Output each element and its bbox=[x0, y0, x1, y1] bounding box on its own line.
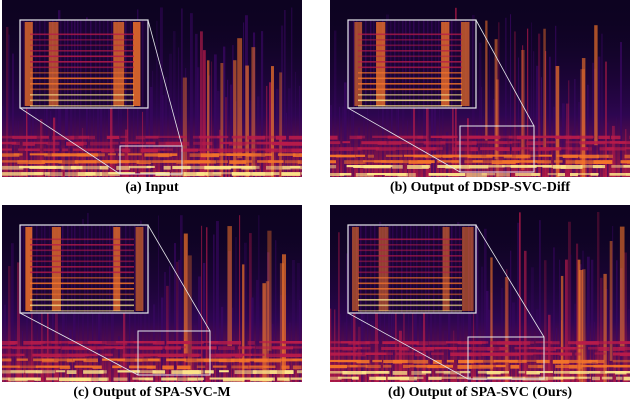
spectrogram-b bbox=[330, 0, 630, 177]
spectrogram-a bbox=[2, 0, 302, 177]
caption-c: (c) Output of SPA-SVC-M bbox=[2, 384, 302, 402]
spectrogram-svg-a bbox=[2, 0, 302, 177]
caption-a: (a) Input bbox=[2, 179, 302, 197]
caption-b: (b) Output of DDSP-SVC-Diff bbox=[330, 179, 630, 197]
spectrogram-c bbox=[2, 205, 302, 382]
spectrogram-d bbox=[330, 205, 630, 382]
spectrogram-svg-b bbox=[330, 0, 630, 177]
spectrogram-svg-c bbox=[2, 205, 302, 382]
caption-d: (d) Output of SPA-SVC (Ours) bbox=[330, 384, 630, 402]
spectrogram-svg-d bbox=[330, 205, 630, 382]
